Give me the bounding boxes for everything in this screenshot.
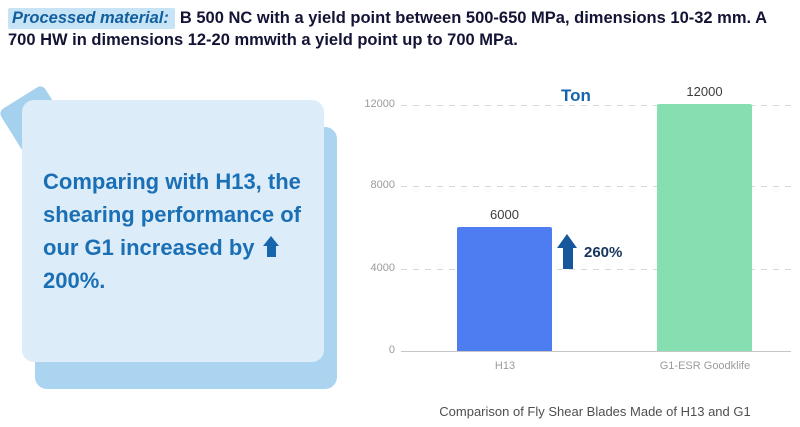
bar-value-g1: 12000	[686, 84, 723, 99]
bar-value-h13: 6000	[490, 207, 519, 222]
gridline-8000: 8000	[371, 179, 791, 191]
increase-annotation: 260%	[557, 234, 622, 270]
bar-group-h13: 6000	[457, 207, 552, 351]
x-axis-baseline: 0	[389, 344, 791, 356]
card-text: Comparing with H13, the shearing perform…	[43, 165, 303, 297]
bar-g1	[657, 104, 752, 351]
bar-chart: Ton 12000 8000 4000 0 6000 12000 260% H1…	[355, 84, 800, 427]
up-arrow-icon	[557, 234, 578, 270]
tick-label-4000: 4000	[370, 262, 395, 274]
x-axis-label-h13: H13	[494, 360, 516, 372]
chart-caption: Comparison of Fly Shear Blades Made of H…	[439, 404, 751, 419]
tick-label-12000: 12000	[364, 98, 395, 110]
bar-group-g1: 12000	[657, 84, 752, 351]
highlight-card: Comparing with H13, the shearing perform…	[22, 100, 324, 362]
tick-label-0: 0	[388, 344, 395, 356]
increase-percentage: 260%	[584, 243, 623, 261]
card-text-part1: Comparing with H13, the shearing perform…	[43, 169, 301, 260]
plot-area: 12000 8000 4000 0 6000 12000 260%	[364, 84, 791, 356]
gridline-4000: 4000	[371, 262, 791, 274]
processed-material-label: Processed material:	[8, 8, 175, 29]
card-text-part2: 200%.	[43, 268, 106, 293]
header-text: Processed material: B 500 NC with a yield…	[8, 8, 796, 52]
up-arrow-icon	[262, 235, 281, 258]
chart-unit-label: Ton	[561, 86, 591, 105]
bar-h13	[457, 227, 552, 351]
x-axis-label-g1: G1-ESR Goodklife	[659, 360, 751, 372]
header-body: B 500 NC with a yield point between 500-…	[8, 9, 767, 49]
tick-label-8000: 8000	[370, 179, 395, 191]
gridline-12000: 12000	[364, 98, 791, 110]
